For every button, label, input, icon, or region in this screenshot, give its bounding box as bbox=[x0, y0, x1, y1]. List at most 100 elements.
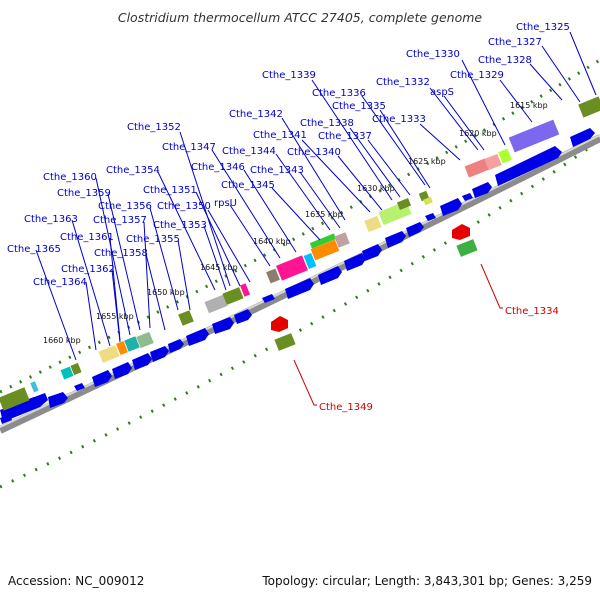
feature-block[interactable] bbox=[309, 233, 337, 249]
gene-label[interactable]: Cthe_1353 bbox=[153, 220, 207, 231]
feature-block[interactable] bbox=[222, 287, 244, 305]
gene-arrow[interactable] bbox=[112, 362, 132, 379]
gene-label[interactable]: Cthe_1335 bbox=[332, 101, 386, 112]
gene-label[interactable]: Cthe_1355 bbox=[126, 234, 180, 245]
feature-block[interactable] bbox=[464, 158, 490, 178]
gene-label[interactable]: Cthe_1357 bbox=[93, 215, 147, 226]
gene-label[interactable]: Cthe_1327 bbox=[488, 37, 542, 48]
gene-label[interactable]: Cthe_1342 bbox=[229, 109, 283, 120]
gene-label[interactable]: Cthe_1333 bbox=[372, 114, 426, 125]
gene-label[interactable]: Cthe_1356 bbox=[98, 201, 152, 212]
gene-arrow[interactable] bbox=[48, 392, 68, 408]
gene-label[interactable]: Cthe_1365 bbox=[7, 244, 61, 255]
gene-arrow[interactable] bbox=[132, 353, 152, 370]
feature-block[interactable] bbox=[578, 96, 600, 118]
gene-label[interactable]: Cthe_1363 bbox=[24, 214, 78, 225]
gene-arrow[interactable] bbox=[74, 383, 85, 391]
gene-arrow[interactable] bbox=[452, 224, 470, 240]
gene-label[interactable]: Cthe_1325 bbox=[516, 22, 570, 33]
feature-block[interactable] bbox=[276, 255, 308, 281]
feature-block[interactable] bbox=[303, 253, 317, 269]
gene-label[interactable]: Cthe_1347 bbox=[162, 142, 216, 153]
gene-label[interactable]: Cthe_1358 bbox=[94, 248, 148, 259]
gene-arrow[interactable] bbox=[362, 244, 382, 261]
feature-block[interactable] bbox=[266, 268, 280, 284]
feature-block[interactable] bbox=[364, 215, 382, 233]
gene-arrow[interactable] bbox=[212, 317, 234, 334]
gene-label[interactable]: Cthe_1329 bbox=[450, 70, 504, 81]
gene-labels: Cthe_1325 Cthe_1327 Cthe_1328 Cthe_1329 … bbox=[7, 22, 570, 288]
gene-label[interactable]: Cthe_1343 bbox=[250, 165, 304, 176]
gene-arrow[interactable] bbox=[508, 170, 519, 179]
feature-block[interactable] bbox=[204, 294, 228, 314]
gene-label[interactable]: Cthe_1344 bbox=[222, 146, 276, 157]
feature-block[interactable] bbox=[484, 153, 502, 171]
gene-arrow[interactable] bbox=[425, 213, 436, 221]
gene-label[interactable]: Cthe_1364 bbox=[33, 277, 87, 288]
gene-label[interactable]: Cthe_1352 bbox=[127, 122, 181, 133]
feature-block[interactable] bbox=[0, 387, 30, 411]
gene-arrow[interactable] bbox=[318, 266, 342, 285]
feature-block[interactable] bbox=[498, 148, 512, 164]
feature-block[interactable] bbox=[396, 198, 412, 210]
feature-block[interactable] bbox=[334, 232, 350, 248]
feature-block[interactable] bbox=[136, 331, 154, 349]
feature-block[interactable] bbox=[310, 239, 340, 261]
gene-arrow[interactable] bbox=[472, 182, 492, 198]
gene-label[interactable]: Cthe_1339 bbox=[262, 70, 316, 81]
accession-text: Accession: NC_009012 bbox=[8, 574, 145, 588]
gene-label[interactable]: Cthe_1341 bbox=[253, 130, 307, 141]
gene-arrow[interactable] bbox=[150, 346, 169, 362]
gene-arrow[interactable] bbox=[168, 339, 184, 353]
gene-label[interactable]: Cthe_1337 bbox=[318, 131, 372, 142]
gene-label[interactable]: Cthe_1361 bbox=[60, 232, 114, 243]
gene-arrow[interactable] bbox=[186, 328, 209, 346]
feature-block[interactable] bbox=[178, 310, 194, 326]
gene-arrow[interactable] bbox=[0, 393, 48, 422]
gene-label[interactable]: Cthe_1328 bbox=[478, 55, 532, 66]
gene-arrow[interactable] bbox=[406, 222, 424, 237]
gene-label[interactable]: Cthe_1340 bbox=[287, 147, 341, 158]
gene-label-reverse[interactable]: Cthe_1334 bbox=[505, 306, 559, 317]
gene-label[interactable]: Cthe_1360 bbox=[43, 172, 97, 183]
reverse-label-leaders bbox=[293, 263, 503, 406]
feature-block[interactable] bbox=[30, 381, 39, 393]
feature-block[interactable] bbox=[124, 336, 140, 352]
feature-block[interactable] bbox=[274, 333, 296, 351]
gene-arrow[interactable] bbox=[385, 231, 406, 248]
feature-block[interactable] bbox=[508, 119, 560, 153]
gene-label[interactable]: Cthe_1330 bbox=[406, 49, 460, 60]
gene-arrow[interactable] bbox=[0, 414, 12, 424]
gene-arrow[interactable] bbox=[440, 198, 462, 216]
gene-label[interactable]: Cthe_1350 bbox=[157, 201, 211, 212]
gene-arrow[interactable] bbox=[285, 278, 314, 299]
gene-label[interactable]: Cthe_1336 bbox=[312, 88, 366, 99]
gene-arrow[interactable] bbox=[234, 309, 252, 324]
gene-arrow[interactable] bbox=[344, 253, 366, 271]
gene-arrow[interactable] bbox=[462, 193, 473, 201]
feature-block[interactable] bbox=[60, 366, 74, 380]
gene-label[interactable]: rpsU bbox=[214, 198, 237, 209]
gene-arrow[interactable] bbox=[570, 128, 595, 147]
feature-block[interactable] bbox=[98, 345, 120, 363]
gene-label[interactable]: Cthe_1332 bbox=[376, 77, 430, 88]
gene-arrow[interactable] bbox=[92, 370, 112, 387]
gene-label[interactable]: Cthe_1338 bbox=[300, 118, 354, 129]
feature-block[interactable] bbox=[423, 196, 433, 206]
gene-label-reverse[interactable]: Cthe_1349 bbox=[319, 402, 373, 413]
feature-block[interactable] bbox=[116, 340, 128, 356]
gene-label[interactable]: Cthe_1351 bbox=[143, 185, 197, 196]
gene-arrow[interactable] bbox=[262, 294, 275, 303]
scale-label: 1630 kbp bbox=[357, 184, 395, 193]
feature-block[interactable] bbox=[239, 283, 251, 297]
gene-label[interactable]: Cthe_1354 bbox=[106, 165, 160, 176]
gene-label[interactable]: aspS bbox=[430, 87, 454, 98]
feature-block[interactable] bbox=[70, 362, 82, 376]
gene-label[interactable]: Cthe_1345 bbox=[221, 180, 275, 191]
feature-block[interactable] bbox=[456, 239, 478, 257]
gene-label[interactable]: Cthe_1346 bbox=[191, 162, 245, 173]
gene-label[interactable]: Cthe_1362 bbox=[61, 264, 115, 275]
reverse-features bbox=[271, 224, 478, 351]
gene-arrow[interactable] bbox=[271, 316, 288, 332]
gene-label[interactable]: Cthe_1359 bbox=[57, 188, 111, 199]
